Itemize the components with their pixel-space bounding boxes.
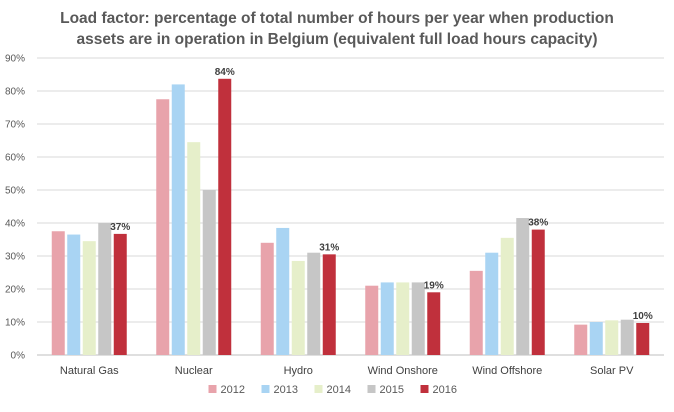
x-category-label: Nuclear [175,365,213,377]
gridlines [37,57,664,356]
legend-label: 2012 [221,384,245,396]
y-tick-label: 90% [5,54,25,65]
x-category-label: Hydro [284,365,313,377]
legend-label: 2016 [433,384,457,396]
bar-2014 [396,282,410,355]
bar-2016 [218,78,232,355]
bar-2012 [260,242,274,355]
bar-2015 [620,319,634,355]
legend-label: 2014 [327,384,351,396]
bar-2012 [156,99,170,355]
bar-2013 [171,84,185,356]
y-tick-label: 50% [5,186,25,197]
y-tick-label: 40% [5,219,25,230]
legend-swatch [367,385,376,393]
y-tick-label: 10% [5,318,25,329]
bar-2014 [605,320,619,355]
bar-2013 [380,282,394,355]
bar-2015 [411,282,425,355]
bar-2012 [365,285,379,355]
x-category-label: Wind Offshore [472,365,542,377]
x-category-label: Solar PV [590,365,634,377]
data-label: 84% [215,67,235,78]
y-tick-label: 20% [5,285,25,296]
chart-title: Load factor: percentage of total number … [0,8,674,50]
data-label: 10% [633,311,653,322]
bar-2013 [67,234,81,355]
x-axis: Natural Gas Nuclear Hydro Wind Onshore Wind … [60,365,634,377]
y-tick-label: 70% [5,120,25,131]
bar-2015 [516,218,530,355]
data-label: 19% [424,280,444,291]
bar-2013 [276,227,290,355]
legend-label: 2013 [274,384,298,396]
x-category-label: Wind Onshore [368,365,438,377]
bar-2015 [98,223,112,355]
legend-swatch [261,385,270,393]
legend-label: 2015 [380,384,404,396]
bar-2014 [187,142,201,355]
y-tick-label: 80% [5,87,25,98]
y-tick-label: 60% [5,153,25,164]
bar-2013 [589,322,603,355]
data-label: 37% [110,222,130,233]
legend-swatch [420,385,429,393]
bar-2014 [500,237,514,355]
data-labels: 37% 84% 31% 19% 38% 10% [110,67,653,322]
bar-2016 [531,229,545,355]
legend-swatch [314,385,323,393]
y-tick-label: 30% [5,252,25,263]
bar-2015 [307,252,321,355]
bar-2016 [322,254,336,355]
bar-2012 [574,324,588,355]
y-tick-label: 0% [11,351,26,362]
bar-2015 [202,190,216,355]
chart-title-line-2: assets are in operation in Belgium (equi… [76,31,598,48]
legend: 2012 2013 2014 2015 2016 [208,384,457,396]
x-category-label: Natural Gas [60,365,119,377]
bar-2012 [51,231,65,355]
data-label: 38% [528,218,548,229]
bar-2013 [485,252,499,355]
bar-2012 [469,270,483,355]
bars [51,78,650,356]
legend-swatch [208,385,217,393]
chart-title-line-1: Load factor: percentage of total number … [60,10,614,27]
y-axis: 0% 10% 20% 30% 40% 50% 60% 70% 80% 90% [5,54,25,362]
data-label: 31% [319,242,339,253]
bar-2014 [82,241,96,355]
bar-2016 [113,233,127,355]
bar-2014 [291,260,305,355]
bar-2016 [636,322,650,355]
bar-2016 [427,292,441,355]
